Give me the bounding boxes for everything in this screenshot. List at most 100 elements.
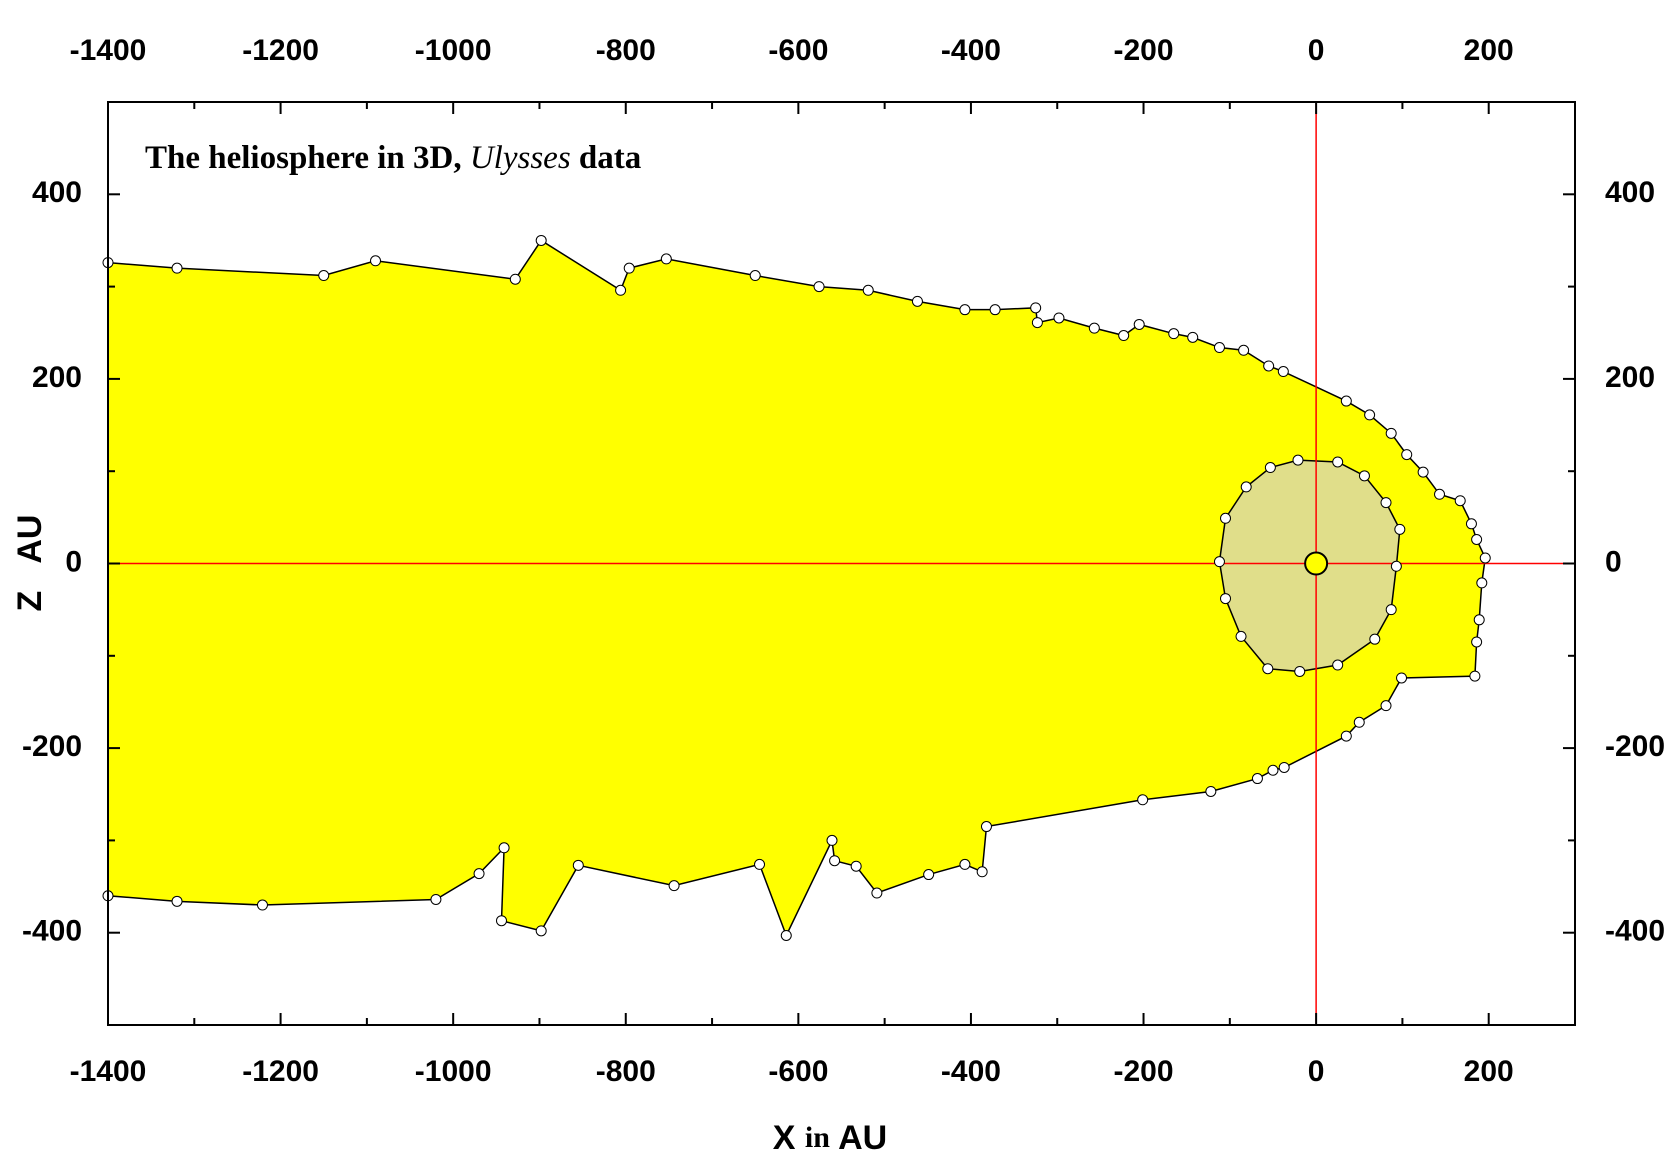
data-point: [623, 262, 635, 274]
data-point: [1385, 427, 1397, 439]
data-point: [780, 929, 792, 941]
x-tick-label: -800: [596, 1055, 656, 1088]
data-point: [668, 880, 680, 892]
y-tick-label: -400: [22, 915, 82, 948]
data-point: [370, 255, 382, 267]
data-point: [1434, 488, 1446, 500]
data-point: [1240, 481, 1252, 493]
data-point: [871, 887, 883, 899]
data-point: [473, 868, 485, 880]
chart-title: The heliosphere in 3D, Ulysses data: [145, 140, 641, 176]
x-axis-label: X in AU: [773, 1119, 887, 1157]
data-point: [1380, 497, 1392, 509]
data-point: [980, 821, 992, 833]
data-point: [749, 270, 761, 282]
x-tick-label: -200: [1114, 1055, 1174, 1088]
data-point: [1220, 593, 1232, 605]
data-point: [1479, 552, 1491, 564]
data-point: [826, 834, 838, 846]
data-point: [496, 915, 508, 927]
data-point: [911, 295, 923, 307]
x-label-part: in: [805, 1121, 830, 1154]
y-tick-label: 200: [1605, 361, 1655, 394]
data-point: [318, 270, 330, 282]
data-point: [1380, 700, 1392, 712]
data-point: [1394, 523, 1406, 535]
data-point: [959, 858, 971, 870]
x-tick-label: 200: [1464, 1055, 1514, 1088]
data-point: [1238, 344, 1250, 356]
data-point: [430, 893, 442, 905]
data-point: [171, 895, 183, 907]
data-point: [1031, 317, 1043, 329]
data-point: [850, 860, 862, 872]
data-point: [1476, 577, 1488, 589]
data-point: [1469, 670, 1481, 682]
data-point: [1332, 456, 1344, 468]
data-point: [1396, 672, 1408, 684]
data-point: [1277, 366, 1289, 378]
data-point: [1401, 449, 1413, 461]
x-label-part: X: [773, 1119, 796, 1157]
data-point: [923, 869, 935, 881]
data-point: [1264, 462, 1276, 474]
data-point: [1235, 630, 1247, 642]
data-point: [1340, 395, 1352, 407]
data-point: [1292, 454, 1304, 466]
data-point: [813, 281, 825, 293]
sun: [1304, 551, 1329, 576]
data-point: [1473, 614, 1485, 626]
data-point: [1358, 470, 1370, 482]
data-point: [1220, 512, 1232, 524]
data-point: [535, 925, 547, 937]
data-point: [1053, 312, 1065, 324]
y-tick-label: 400: [1605, 176, 1655, 209]
y-tick-label: 200: [32, 361, 82, 394]
data-point: [498, 842, 510, 854]
x-tick-label: -1400: [70, 1055, 147, 1088]
data-point: [256, 899, 268, 911]
data-point: [1133, 318, 1145, 330]
data-point: [572, 859, 584, 871]
data-point: [1390, 560, 1402, 572]
y-tick-label: -200: [1605, 730, 1665, 763]
data-point: [1137, 794, 1149, 806]
data-point: [1088, 322, 1100, 334]
x-tick-label: -1400: [70, 34, 147, 67]
y-tick-label: -200: [22, 730, 82, 763]
y-tick-label: 0: [65, 545, 82, 578]
y-axis-label: Z AU: [11, 515, 49, 612]
data-point: [1294, 665, 1306, 677]
y-tick-label: 0: [1605, 545, 1622, 578]
x-tick-label: -800: [596, 34, 656, 67]
data-point: [1205, 785, 1217, 797]
data-point: [1168, 328, 1180, 340]
x-label-part: AU: [838, 1119, 887, 1157]
data-point: [1465, 518, 1477, 530]
x-tick-label: -1200: [242, 34, 319, 67]
x-tick-label: -600: [768, 34, 828, 67]
data-point: [1251, 773, 1263, 785]
x-tick-label: -600: [768, 1055, 828, 1088]
data-point: [171, 262, 183, 274]
data-point: [509, 273, 521, 285]
title-part: Ulysses: [470, 140, 571, 176]
data-point: [1369, 633, 1381, 645]
title-part: The heliosphere in 3D,: [145, 140, 462, 176]
data-point: [1340, 730, 1352, 742]
data-point: [1278, 761, 1290, 773]
x-tick-label: -400: [941, 34, 1001, 67]
data-point: [1262, 663, 1274, 675]
data-point: [1471, 534, 1483, 546]
data-point: [1417, 466, 1429, 478]
data-point: [660, 253, 672, 265]
x-tick-label: -1000: [415, 34, 492, 67]
x-tick-label: -200: [1114, 34, 1174, 67]
data-point: [1213, 342, 1225, 354]
data-point: [754, 858, 766, 870]
data-point: [1267, 764, 1279, 776]
x-tick-label: -1000: [415, 1055, 492, 1088]
x-tick-label: -400: [941, 1055, 1001, 1088]
